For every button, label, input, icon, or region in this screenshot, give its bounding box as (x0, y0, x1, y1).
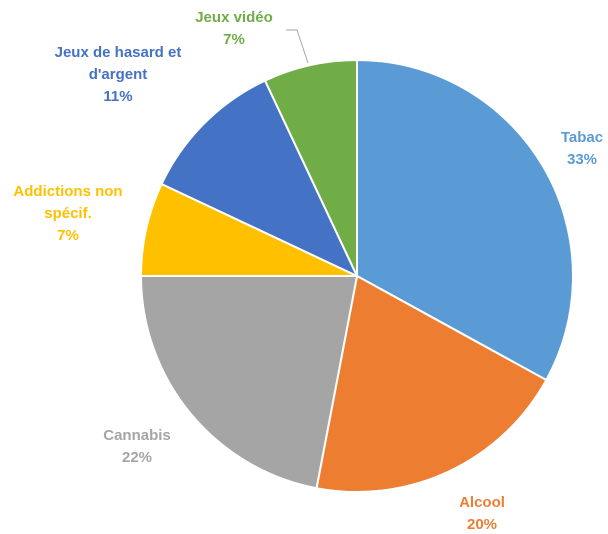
slice-label-5: Jeux de hasard et d'argent 11% (55, 44, 182, 105)
slice-name-label: Jeux vidéo (195, 9, 273, 26)
slice-value-label: 33% (567, 151, 597, 168)
leader-line-jeux-video (286, 29, 309, 64)
slice-label-2: Alcool 20% (459, 494, 505, 533)
slice-name-label: Alcool (459, 494, 505, 511)
slice-value-label: 20% (467, 516, 497, 533)
pie-slice-3 (140, 275, 358, 490)
pie-slice-1 (356, 59, 574, 382)
slice-value-label: 11% (103, 88, 132, 105)
pie-slice-2 (315, 275, 548, 493)
slice-value-label: 7% (57, 227, 79, 244)
slice-label-3: Cannabis 22% (103, 427, 171, 466)
slice-name-label: Cannabis (103, 427, 171, 444)
pie-slice-5 (160, 79, 358, 277)
slice-label-6: Jeux vidéo 7% (195, 9, 273, 48)
slice-name-label: spécif. (44, 205, 92, 222)
slice-labels: Tabac 33% Alcool 20% Cannabis 22% Addictions n… (13, 9, 603, 533)
slice-label-4: Addictions non spécif. 7% (13, 183, 122, 244)
pie-slice-6 (264, 59, 358, 277)
slice-label-1: Tabac 33% (561, 129, 603, 168)
slice-name-label: d'argent (89, 66, 148, 83)
slice-name-label: Tabac (561, 129, 603, 146)
slice-value-label: 22% (122, 449, 152, 466)
slice-name-label: Addictions non (13, 183, 122, 200)
pie-slices (140, 59, 574, 493)
slice-value-label: 7% (223, 31, 245, 48)
slice-name-label: Jeux de hasard et (55, 44, 182, 61)
